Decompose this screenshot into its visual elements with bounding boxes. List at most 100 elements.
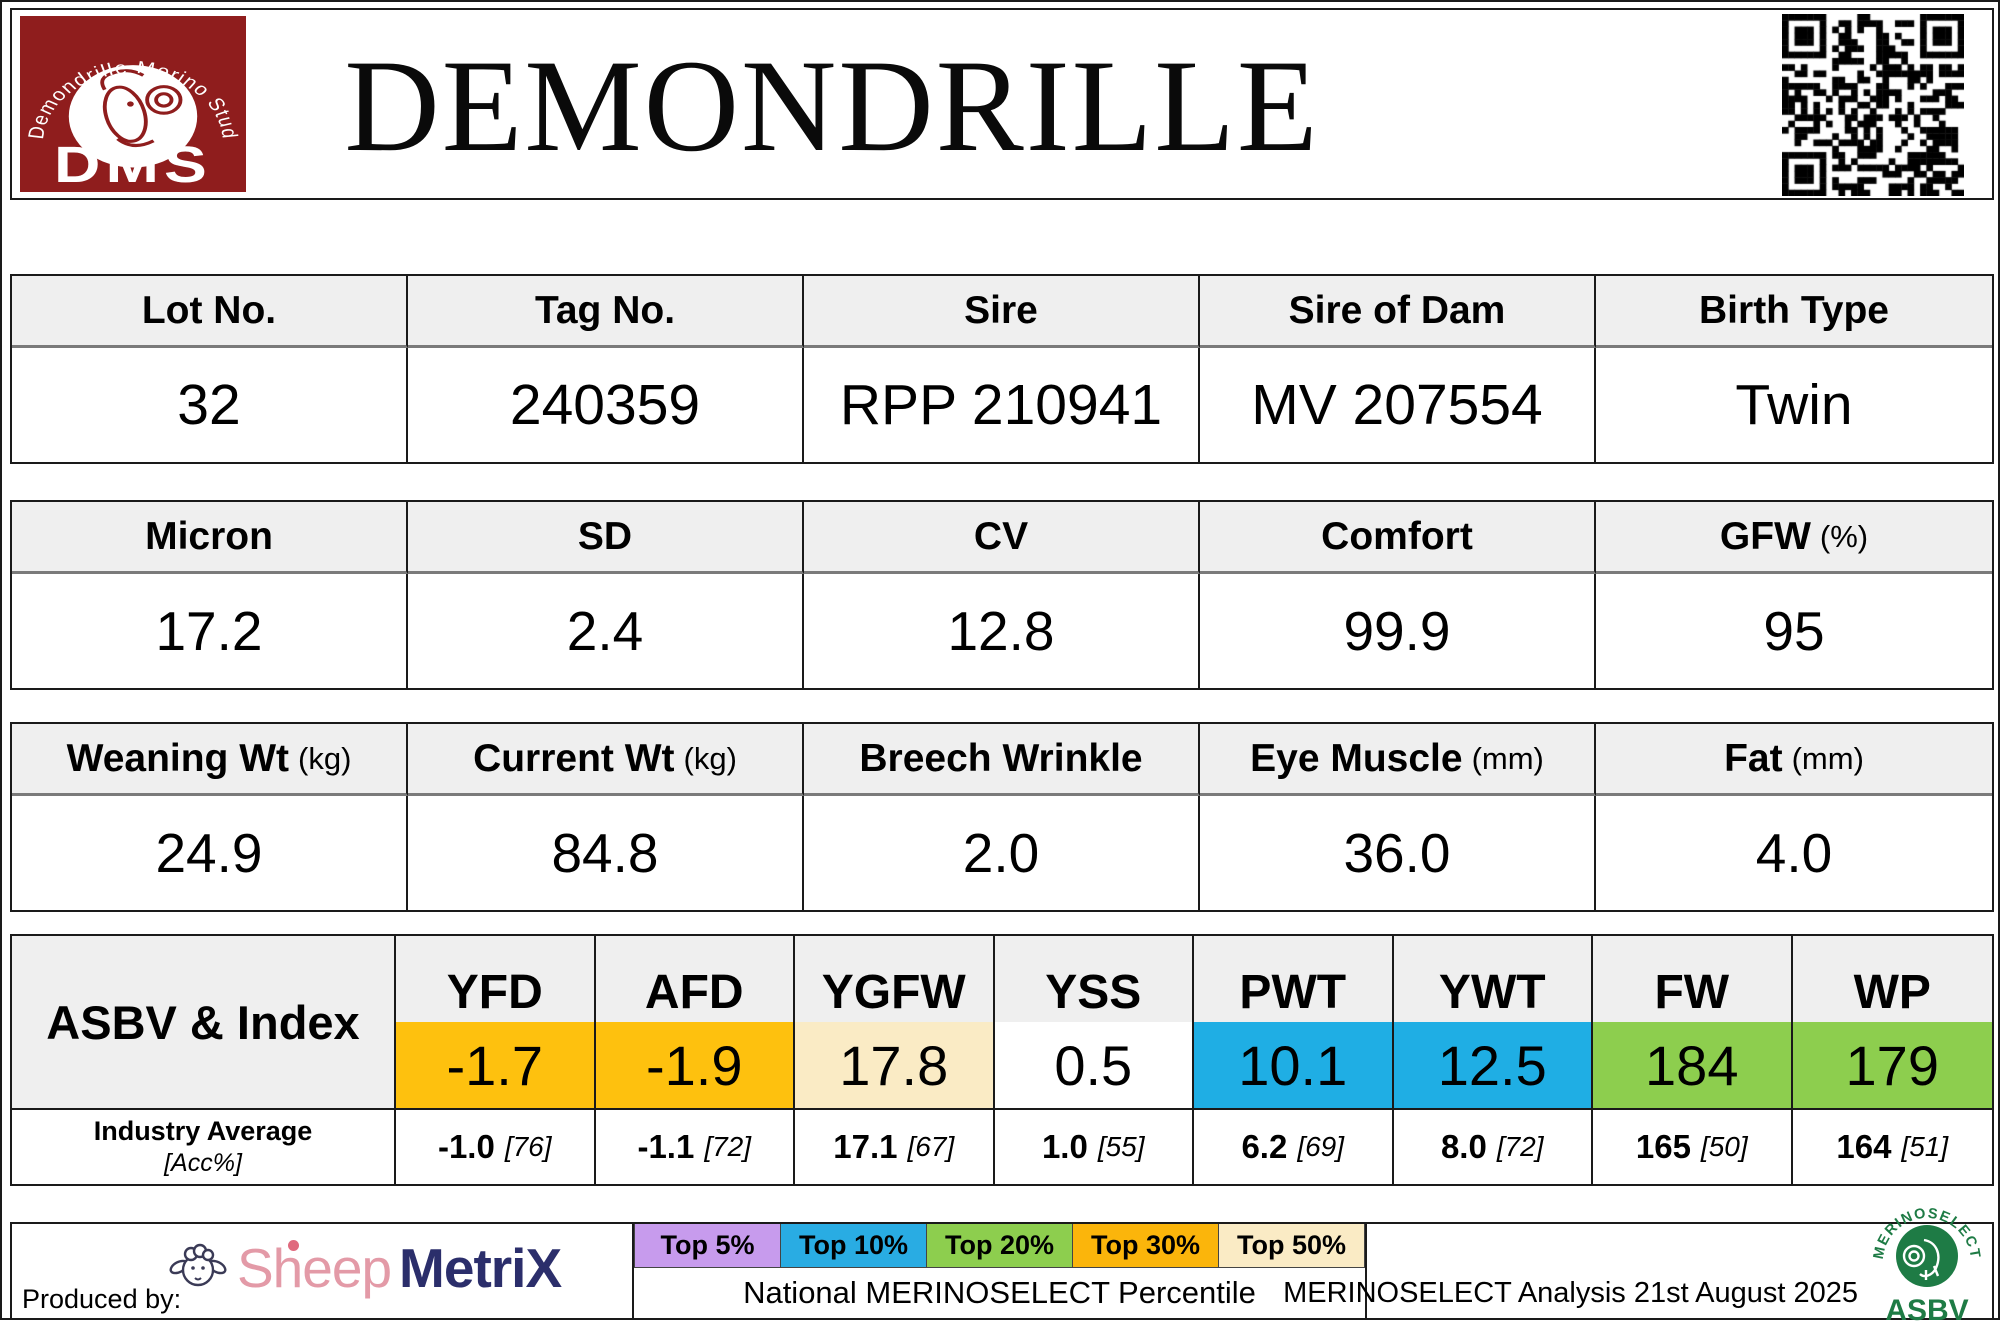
asbv-value: 0.5 <box>994 1022 1194 1110</box>
column-header: Birth Type <box>1596 276 1992 348</box>
current-wt-value: 84.8 <box>408 796 804 910</box>
legend-top10: Top 10% <box>781 1224 927 1268</box>
weaning-wt-value: 24.9 <box>12 796 408 910</box>
column-header: Comfort <box>1200 502 1596 574</box>
header-label: SD <box>577 514 633 558</box>
industry-number: 6.2 <box>1241 1128 1288 1165</box>
asbv-value: 184 <box>1593 1022 1793 1110</box>
page-title: DEMONDRILLE <box>344 32 1320 179</box>
asbv-value: 17.8 <box>795 1022 995 1110</box>
column-header: Eye Muscle (mm) <box>1200 724 1596 796</box>
header-unit: (mm) <box>1471 740 1544 776</box>
column-header: Fat (mm) <box>1596 724 1992 796</box>
header-unit: (kg) <box>298 740 352 776</box>
industry-value: -1.1 [72] <box>596 1110 795 1184</box>
column-header: Micron <box>12 502 408 574</box>
produced-by-label: Produced by: <box>22 1284 182 1314</box>
gfw-value: 95 <box>1763 600 1825 662</box>
asbv-table: ASBV & Index YFD AFD YGFW YSS PWT YWT FW… <box>10 934 1994 1186</box>
header-label: Micron <box>145 514 273 558</box>
trait-header: YSS <box>994 936 1194 1022</box>
trait-header: WP <box>1792 936 1992 1022</box>
qr-code <box>1782 14 1964 196</box>
accuracy-value: [55] <box>1097 1131 1145 1162</box>
trait-header: FW <box>1593 936 1793 1022</box>
sire-of-dam-value: MV 207554 <box>1200 348 1596 462</box>
industry-number: -1.0 <box>437 1128 495 1165</box>
header-label: Lot No. <box>141 288 277 332</box>
sire-value: RPP 210941 <box>804 348 1200 462</box>
industry-value: -1.0 [76] <box>396 1110 596 1184</box>
asbv-row-label: ASBV & Index <box>12 936 396 1110</box>
industry-number: 8.0 <box>1440 1128 1487 1165</box>
header-label: Comfort <box>1321 514 1473 558</box>
column-header: Tag No. <box>408 276 804 348</box>
accuracy-value: [50] <box>1700 1131 1748 1162</box>
asbv-logo-label: ASBV <box>1885 1294 1968 1326</box>
industry-number: 164 <box>1836 1128 1892 1165</box>
legend-top50: Top 50% <box>1219 1224 1365 1268</box>
legend-caption: National MERINOSELECT Percentile <box>743 1275 1256 1310</box>
industry-number: -1.1 <box>637 1128 695 1165</box>
cv-value: 12.8 <box>804 574 1200 688</box>
sheepmetrix-word-sheep: Sheep <box>237 1237 392 1299</box>
legend-top30: Top 30% <box>1073 1224 1219 1268</box>
accuracy-value: [72] <box>704 1131 752 1162</box>
header: Demondrille Merino Stud DMS DEMONDRILLE <box>10 8 1994 200</box>
analysis-box: MERINOSELECT Analysis 21st August 2025 M… <box>1283 1206 1992 1326</box>
column-header: Lot No. <box>12 276 408 348</box>
merinoselect-logo-circle <box>1896 1225 1958 1287</box>
trait-header: AFD <box>595 936 795 1022</box>
eye-muscle-value: 36.0 <box>1200 796 1596 910</box>
header-unit: (%) <box>1819 518 1869 554</box>
industry-value: 1.0 [55] <box>995 1110 1194 1184</box>
accuracy-caption: [Acc%] <box>164 1149 242 1178</box>
header-label: Fat <box>1724 736 1783 780</box>
column-header: SD <box>408 502 804 574</box>
trait-header: YWT <box>1393 936 1593 1022</box>
trait-header: YFD <box>396 936 596 1022</box>
merinoselect-asbv-logo: MERINOSELECT ASBV <box>1871 1206 1982 1326</box>
header-label: Sire <box>964 288 1038 332</box>
accuracy-value: [51] <box>1901 1131 1949 1162</box>
sheep-head-backdrop <box>68 65 198 168</box>
comfort-value: 99.9 <box>1200 574 1596 688</box>
asbv-value: -1.9 <box>595 1022 795 1110</box>
analysis-date-note: MERINOSELECT Analysis 21st August 2025 <box>1283 1277 1858 1309</box>
industry-number: 165 <box>1635 1128 1691 1165</box>
header-label: Birth Type <box>1699 288 1889 332</box>
sheepmetrix-logo: Sheep MetriX <box>167 1236 562 1300</box>
producer-box: Sheep MetriX Produced by: <box>12 1224 634 1318</box>
legend-top5: Top 5% <box>634 1224 781 1268</box>
micron-value: 17.2 <box>12 574 408 688</box>
industry-number: 17.1 <box>833 1128 898 1165</box>
industry-number: 1.0 <box>1041 1128 1088 1165</box>
merinoselect-ram-icon <box>1902 1238 1940 1280</box>
industry-average-title: Industry Average <box>93 1115 313 1146</box>
column-header: Sire <box>804 276 1200 348</box>
sheep-head-icon <box>100 69 183 147</box>
industry-value: 17.1 [67] <box>795 1110 995 1184</box>
industry-value: 8.0 [72] <box>1394 1110 1593 1184</box>
header-label: CV <box>973 514 1029 558</box>
column-header: Weaning Wt (kg) <box>12 724 408 796</box>
trait-header: PWT <box>1194 936 1394 1022</box>
birth-type-value: Twin <box>1735 373 1853 437</box>
fat-value: 4.0 <box>1755 822 1833 884</box>
header-label: Eye Muscle <box>1250 736 1463 780</box>
wool-table: Micron SD CV Comfort GFW (%) 17.2 2.4 12.… <box>10 500 1994 690</box>
asbv-value: 10.1 <box>1194 1022 1394 1110</box>
asbv-value: 12.5 <box>1393 1022 1593 1110</box>
asbv-value: -1.7 <box>396 1022 596 1110</box>
percentile-legend-box: Top 5% Top 10% Top 20% Top 30% Top 50% N… <box>634 1224 1367 1318</box>
industry-average-label: Industry Average [Acc%] <box>12 1110 396 1184</box>
tag-number-value: 240359 <box>408 348 804 462</box>
identity-table: Lot No. Tag No. Sire Sire of Dam Birth T… <box>10 274 1994 464</box>
column-header: Breech Wrinkle <box>804 724 1200 796</box>
lot-number-value: 32 <box>12 348 408 462</box>
stud-logo-acronym: DMS <box>54 136 212 192</box>
header-label: Tag No. <box>534 288 676 332</box>
header-unit: (kg) <box>683 740 737 776</box>
industry-value: 6.2 [69] <box>1194 1110 1394 1184</box>
